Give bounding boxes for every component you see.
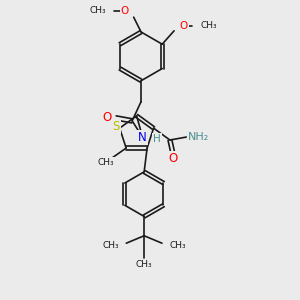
Text: CH₃: CH₃: [89, 6, 106, 15]
Text: NH₂: NH₂: [188, 132, 209, 142]
Text: O: O: [168, 152, 178, 165]
Text: CH₃: CH₃: [136, 260, 152, 269]
Text: O: O: [102, 111, 111, 124]
Text: O: O: [121, 6, 129, 16]
Text: CH₃: CH₃: [169, 241, 186, 250]
Text: CH₃: CH₃: [102, 241, 119, 250]
Text: O: O: [179, 21, 188, 31]
Text: CH₃: CH₃: [200, 21, 217, 30]
Text: CH₃: CH₃: [98, 158, 114, 166]
Text: H: H: [153, 134, 161, 144]
Text: S: S: [112, 120, 120, 133]
Text: N: N: [138, 131, 147, 144]
